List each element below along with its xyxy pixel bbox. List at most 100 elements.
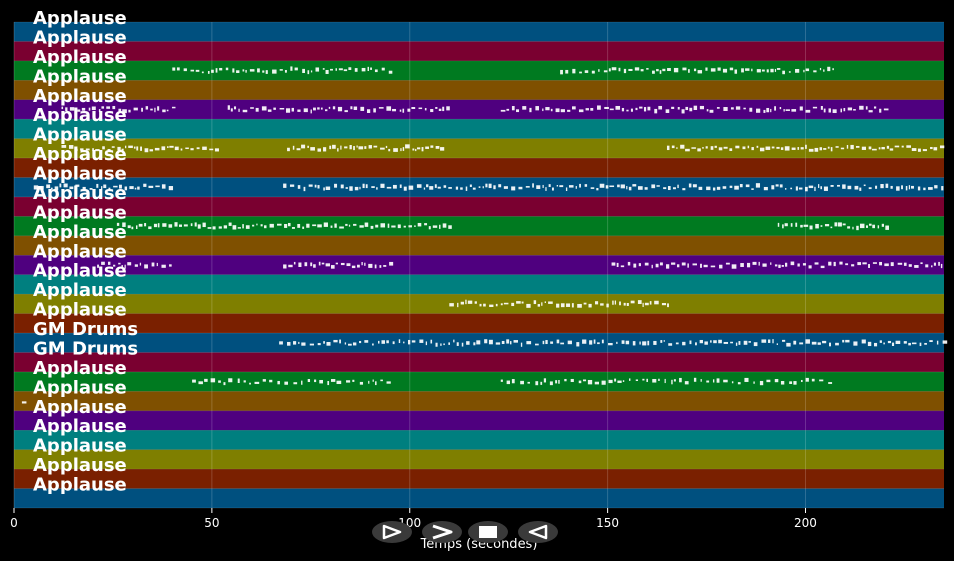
note-event xyxy=(144,264,148,269)
note-event xyxy=(875,185,878,189)
note-event xyxy=(403,341,405,344)
note-event xyxy=(242,109,248,113)
note-event xyxy=(33,185,39,190)
note-event xyxy=(294,67,298,71)
note-event xyxy=(766,379,771,383)
note-event xyxy=(797,263,800,267)
note-event xyxy=(121,265,123,267)
note-event xyxy=(847,185,852,190)
note-event xyxy=(879,340,882,343)
track-label: Applause xyxy=(33,241,127,262)
note-event xyxy=(783,109,785,112)
note-event xyxy=(688,69,690,73)
note-event xyxy=(802,263,807,266)
note-event xyxy=(685,148,690,152)
note-event xyxy=(832,109,837,114)
note-event xyxy=(296,148,301,151)
note-event xyxy=(545,107,550,111)
note-event xyxy=(824,224,830,227)
note-event xyxy=(731,264,737,269)
note-event xyxy=(772,339,774,344)
stop-button[interactable] xyxy=(468,521,508,543)
note-event xyxy=(88,107,91,111)
note-event xyxy=(652,378,657,383)
note-event xyxy=(293,382,298,385)
note-event xyxy=(781,265,784,267)
note-event xyxy=(676,147,678,149)
note-event xyxy=(743,340,748,345)
note-event xyxy=(895,340,901,344)
note-event xyxy=(252,224,255,227)
rewind-button[interactable] xyxy=(518,521,558,543)
note-event xyxy=(312,224,317,227)
note-event xyxy=(313,264,316,268)
note-event xyxy=(192,379,196,383)
note-event xyxy=(334,183,338,188)
note-event xyxy=(411,107,416,110)
note-event xyxy=(348,67,352,71)
note-event xyxy=(740,263,744,267)
note-event xyxy=(317,148,322,152)
track-band xyxy=(14,449,944,470)
note-event xyxy=(80,148,84,151)
note-event xyxy=(541,302,543,306)
note-event xyxy=(218,380,221,383)
note-event xyxy=(780,147,784,150)
note-event xyxy=(699,339,703,344)
note-event xyxy=(782,70,785,75)
note-event xyxy=(202,146,207,150)
note-event xyxy=(353,223,357,226)
note-event xyxy=(171,106,176,109)
note-event xyxy=(719,264,723,269)
note-event xyxy=(59,183,62,188)
forward-button[interactable] xyxy=(422,521,462,543)
note-event xyxy=(761,339,767,343)
note-event xyxy=(756,69,761,73)
note-event xyxy=(722,186,727,189)
note-event xyxy=(676,264,680,268)
note-event xyxy=(564,378,567,382)
note-event xyxy=(660,340,663,343)
note-event xyxy=(535,106,539,111)
note-event xyxy=(362,183,365,189)
note-event xyxy=(153,223,158,228)
note-event xyxy=(361,262,363,266)
note-event xyxy=(467,300,473,304)
note-event xyxy=(421,147,424,152)
note-event xyxy=(842,339,845,343)
note-event xyxy=(786,342,791,347)
note-event xyxy=(836,184,840,187)
note-event xyxy=(21,401,27,404)
note-event xyxy=(565,69,569,74)
note-event xyxy=(418,107,423,110)
track-band xyxy=(14,488,944,508)
note-event xyxy=(644,262,649,266)
note-event xyxy=(868,264,870,268)
play-button[interactable] xyxy=(372,521,412,543)
note-event xyxy=(689,340,692,345)
note-event xyxy=(432,225,438,228)
note-event xyxy=(799,342,804,345)
note-event xyxy=(572,106,576,110)
note-event xyxy=(354,68,358,72)
note-event xyxy=(534,343,539,346)
note-event xyxy=(692,263,697,266)
note-event xyxy=(325,263,330,267)
note-event xyxy=(682,188,686,191)
note-event xyxy=(775,184,779,187)
note-event xyxy=(102,146,105,150)
note-event xyxy=(879,261,883,266)
note-event xyxy=(749,107,753,112)
note-event xyxy=(626,302,629,306)
note-event xyxy=(485,183,488,188)
note-event xyxy=(759,380,764,386)
note-event xyxy=(69,186,74,190)
track-label: Applause xyxy=(33,47,127,68)
track-label: Applause xyxy=(33,27,127,48)
track-band xyxy=(14,371,944,392)
note-event xyxy=(106,106,111,109)
note-event xyxy=(659,262,663,266)
note-event xyxy=(642,341,647,346)
note-event xyxy=(717,67,721,71)
